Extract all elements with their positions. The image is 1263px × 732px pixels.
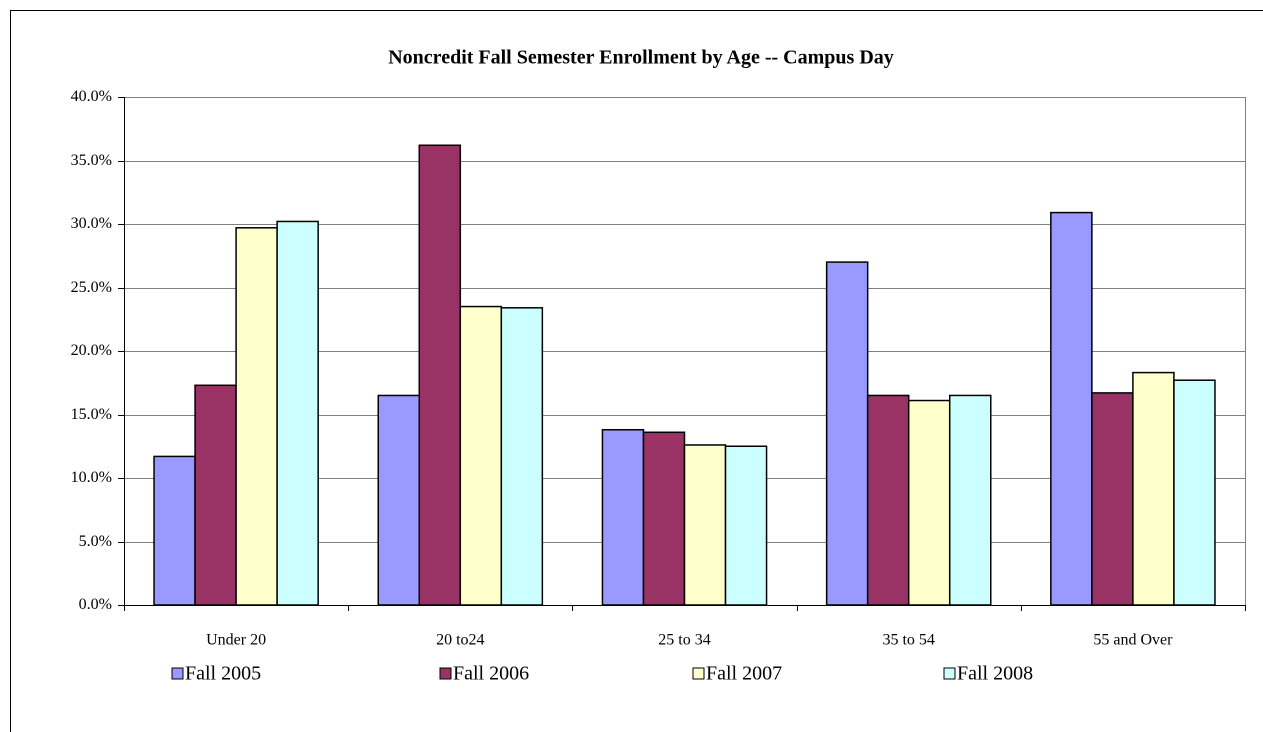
- bar: [500, 307, 544, 606]
- bar: [1132, 371, 1175, 606]
- y-tick-label: 0.0%: [79, 596, 112, 613]
- legend-swatch: [692, 667, 705, 680]
- x-tick-label: 25 to 34: [658, 632, 710, 649]
- x-tick-label: Under 20: [206, 632, 266, 649]
- bar: [1050, 211, 1093, 606]
- y-tick-label: 25.0%: [71, 279, 112, 296]
- legend-swatch: [171, 667, 184, 680]
- legend-swatch: [943, 667, 956, 680]
- bar: [907, 399, 951, 606]
- bar: [276, 220, 319, 606]
- y-tick-label: 5.0%: [79, 533, 112, 550]
- y-tick-label: 30.0%: [71, 215, 112, 232]
- y-tick-label: 20.0%: [71, 342, 112, 359]
- bar: [948, 394, 992, 606]
- legend-label: Fall 2006: [453, 663, 529, 685]
- legend-label: Fall 2007: [706, 663, 782, 685]
- bar: [1091, 392, 1134, 606]
- bar: [683, 444, 727, 606]
- chart-title: Noncredit Fall Semester Enrollment by Ag…: [388, 47, 894, 69]
- bar: [418, 144, 462, 606]
- legend-swatch: [439, 667, 452, 680]
- legend-label: Fall 2008: [957, 663, 1033, 685]
- bar: [825, 261, 869, 606]
- bar: [724, 445, 768, 606]
- bar: [1173, 379, 1216, 606]
- bar: [866, 394, 910, 606]
- legend-label: Fall 2005: [185, 663, 261, 685]
- y-tick-label: 40.0%: [71, 88, 112, 105]
- bar: [642, 431, 686, 606]
- bar: [459, 305, 503, 606]
- bar: [235, 227, 278, 606]
- x-tick-label: 20 to24: [436, 632, 484, 649]
- bar: [153, 455, 196, 606]
- x-tick-label: 35 to 54: [882, 632, 934, 649]
- bar: [194, 384, 237, 606]
- y-tick-label: 15.0%: [71, 406, 112, 423]
- x-tick-label: 55 and Over: [1093, 632, 1173, 649]
- bar: [377, 394, 421, 606]
- y-tick-label: 35.0%: [71, 152, 112, 169]
- y-tick-label: 10.0%: [71, 469, 112, 486]
- bar: [601, 428, 645, 606]
